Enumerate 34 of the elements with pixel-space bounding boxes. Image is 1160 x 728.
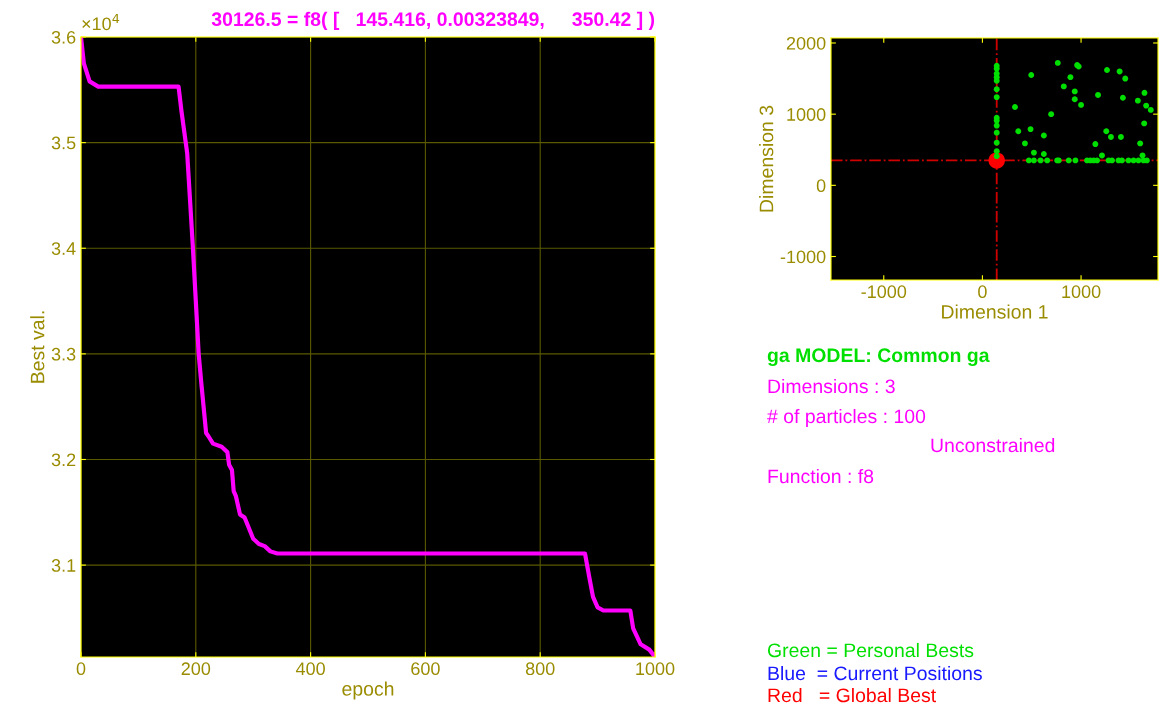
y-tick-label: 2000	[786, 36, 826, 50]
y-tick-label: 1000	[787, 108, 826, 121]
text: Unconstrained	[931, 437, 1055, 453]
y-tick-label: 3.6	[51, 30, 76, 44]
text: Dimensions : 3	[768, 378, 895, 394]
y-axis-title: Best val.	[30, 311, 45, 383]
text: ×10$^{4}$	[82, 13, 120, 31]
x-tick-label: 600	[411, 662, 440, 676]
text: ga MODEL: Common ga	[767, 348, 990, 367]
y-axis-title: Dimension 3	[759, 105, 774, 212]
x-tick-label: 0	[76, 662, 86, 676]
y-tick-label: -1000	[780, 250, 826, 264]
x-tick-label: -1000	[861, 285, 907, 299]
text: Green = Personal Bests	[767, 642, 974, 658]
x-tick-label: 200	[181, 662, 211, 676]
text: Red = Global Best	[768, 687, 937, 703]
x-axis-title: Dimension 1	[942, 304, 1048, 319]
y-tick-label: 0	[816, 179, 826, 193]
y-tick-label: 3.3	[51, 347, 76, 361]
text: Function : f8	[768, 468, 874, 484]
y-tick-label: 3.5	[51, 136, 76, 150]
y-tick-label: 3.2	[51, 453, 76, 467]
x-tick-label: 800	[525, 662, 555, 676]
x-tick-label: 0	[978, 285, 987, 299]
chart-title: 30126.5 = f8( [ 145.416, 0.00323849, 350.42 ] )	[211, 11, 655, 30]
x-tick-label: 1000	[1062, 285, 1101, 299]
y-tick-label: 3.1	[51, 559, 76, 572]
x-axis-title: epoch	[342, 681, 394, 700]
y-tick-label: 3.4	[51, 242, 76, 255]
x-tick-label: 400	[295, 662, 325, 676]
line-series	[81, 37, 655, 657]
x-tick-label: 1000	[636, 662, 675, 676]
text: Blue = Current Positions	[768, 665, 982, 681]
text: # of particles : 100	[767, 408, 926, 428]
